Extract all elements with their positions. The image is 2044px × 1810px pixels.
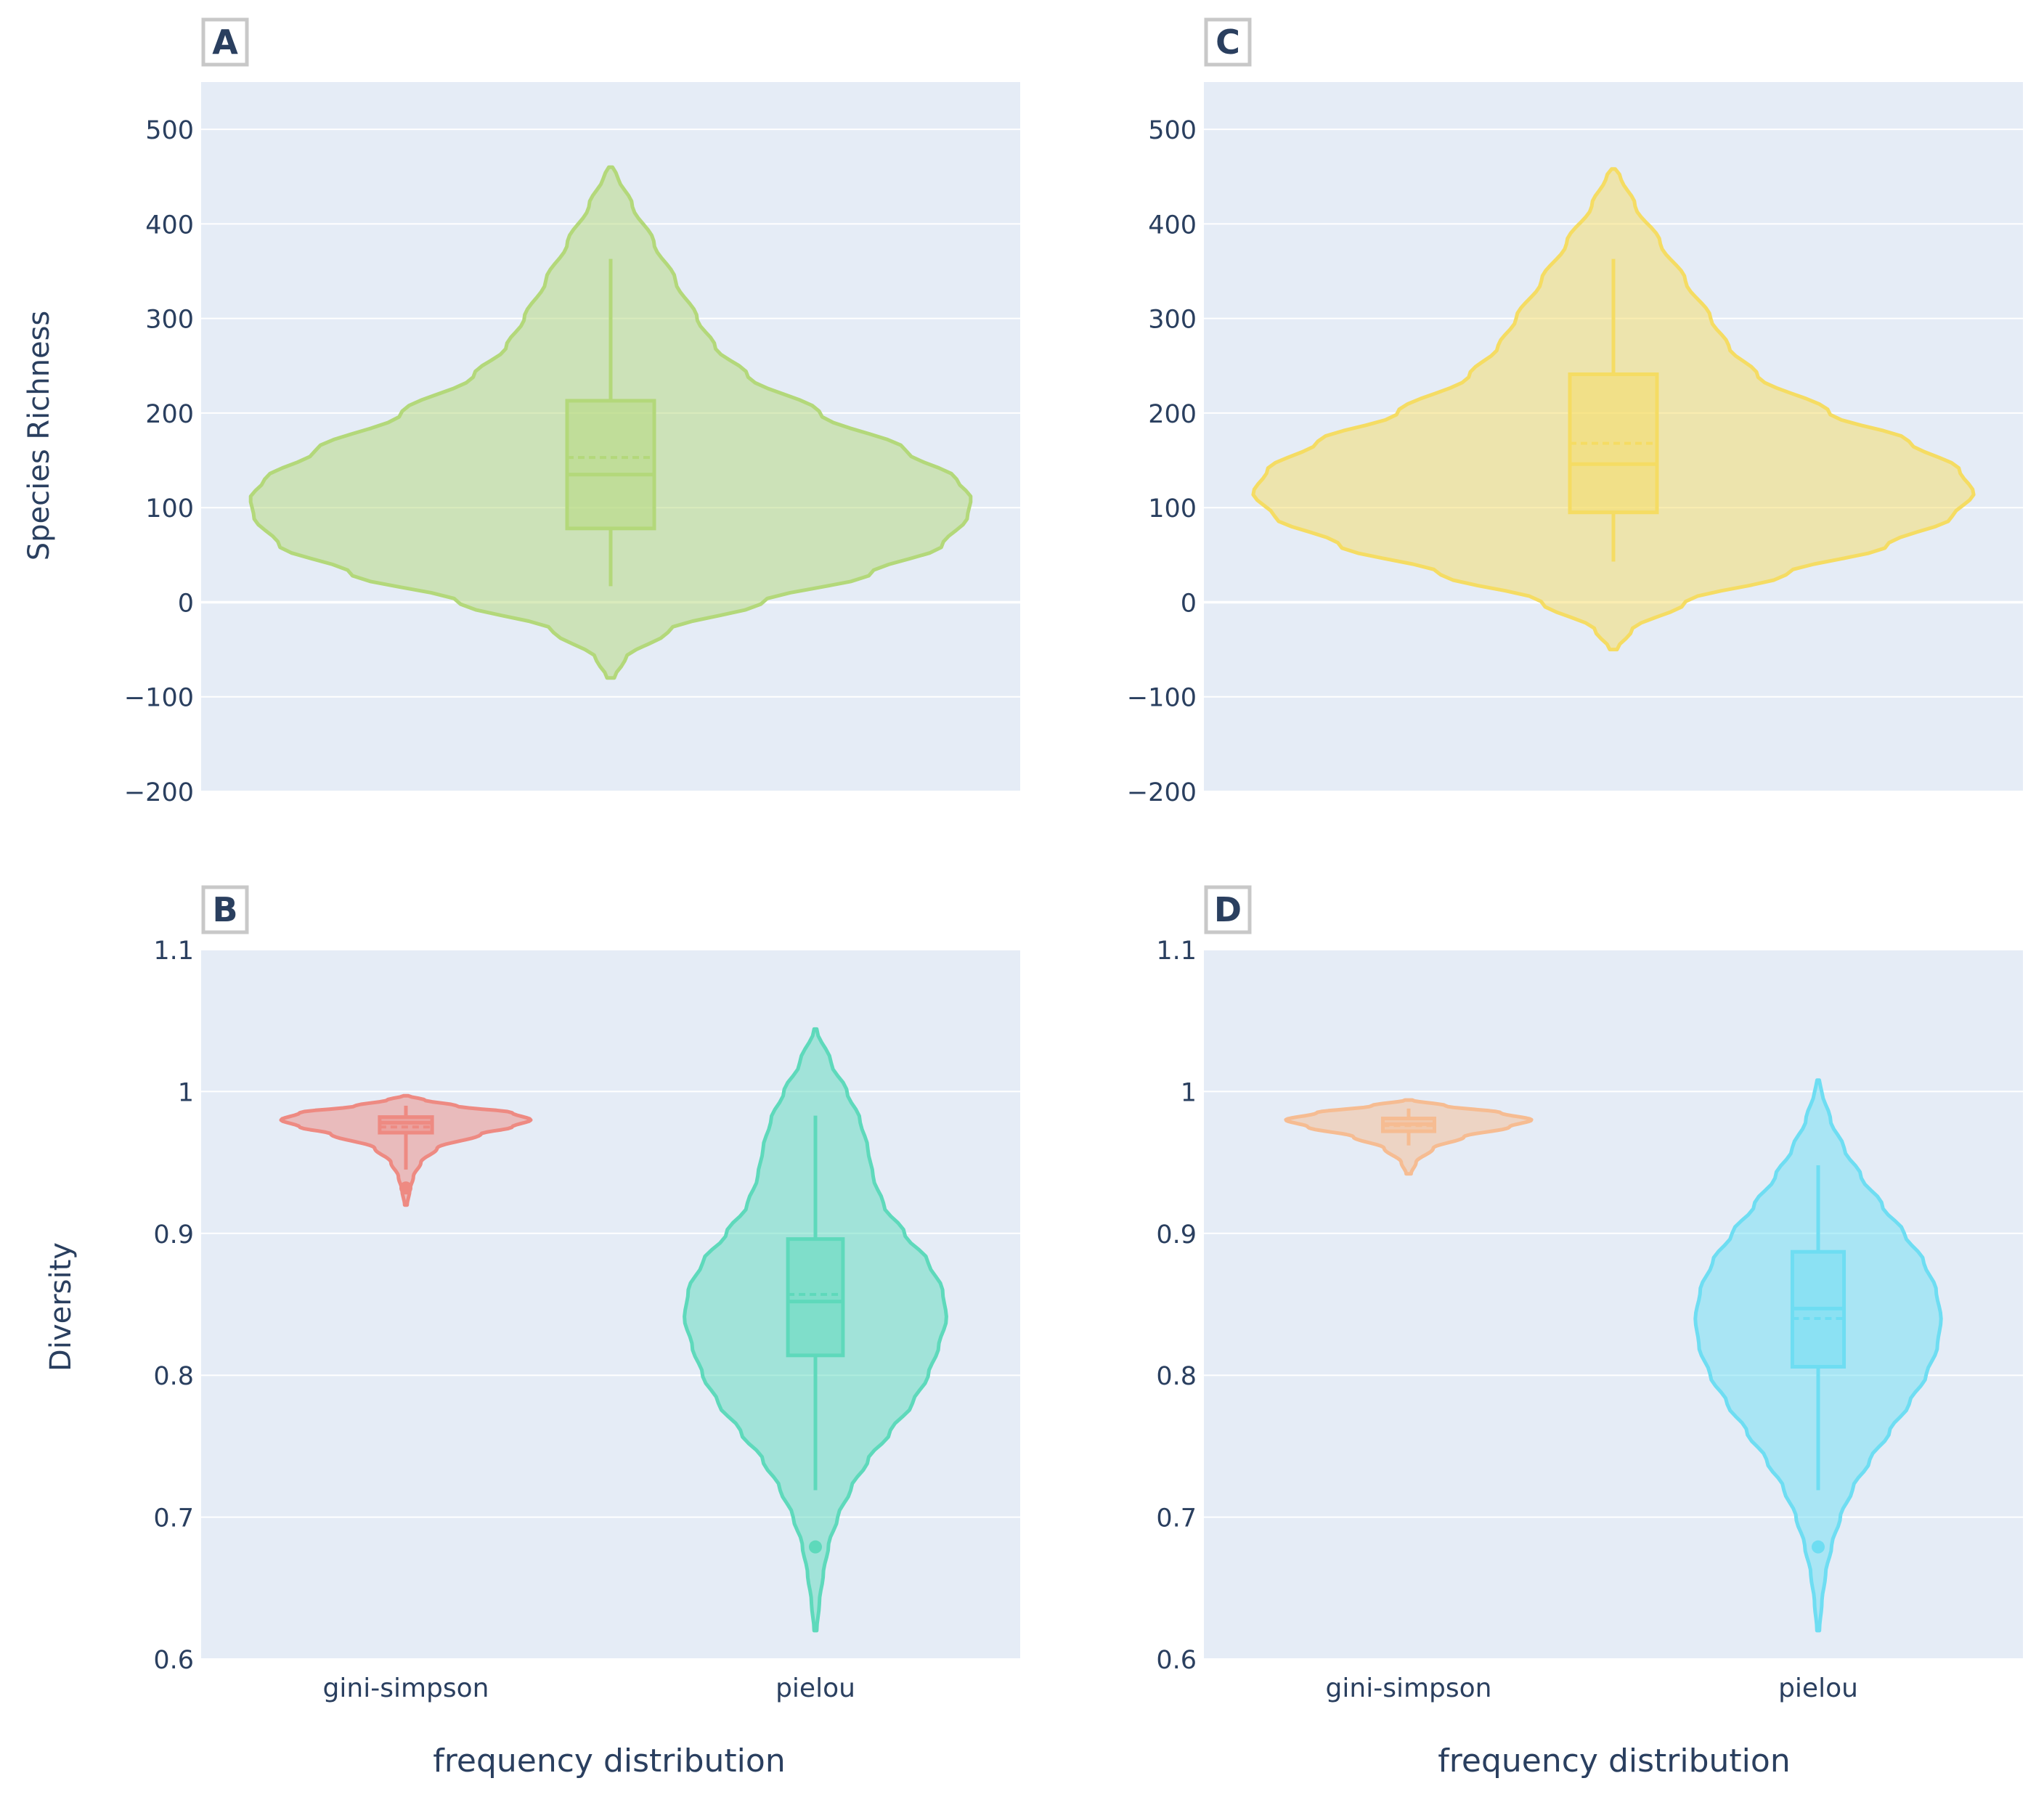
y-tick-label-D: 0.8 [1156, 1362, 1197, 1391]
y-tick-label-A: 200 [145, 400, 194, 429]
outlier-point-B-pielou [809, 1540, 822, 1554]
y-tick-label-A: 400 [145, 211, 194, 240]
y-tick-label-A: 0 [178, 589, 194, 618]
outlier-point-D-pielou [1812, 1540, 1825, 1554]
y-tick-label-C: 500 [1148, 116, 1197, 145]
y-tick-label-B: 0.9 [153, 1220, 194, 1250]
y-axis-title-diversity: Diversity [44, 1242, 78, 1371]
y-tick-label-A: −100 [124, 684, 194, 713]
panel-A: −200 −100 0 100 200 300 400 500 A [124, 17, 1020, 807]
y-tick-label-D: 0.6 [1156, 1646, 1197, 1675]
outlier-point-B-gini-simpson [399, 1181, 412, 1195]
panel-label-B: B [212, 890, 237, 929]
box-B-gini-simpson [378, 1115, 434, 1135]
y-tick-label-C: 300 [1148, 306, 1197, 335]
y-tick-label-D: 1.1 [1156, 937, 1197, 966]
y-tick-label-B: 0.6 [153, 1646, 194, 1675]
y-tick-label-B: 0.8 [153, 1362, 194, 1391]
y-tick-label-B: 1 [178, 1078, 194, 1107]
y-tick-label-D: 0.9 [1156, 1220, 1197, 1250]
panel-label-box-B [201, 885, 249, 934]
x-tick-label-pielou: pielou [1778, 1674, 1858, 1703]
panel-label-C: C [1216, 23, 1240, 62]
y-tick-label-D: 1 [1181, 1078, 1197, 1107]
panel-label-D: D [1214, 890, 1242, 929]
x-tick-label-gini-simpson: gini-simpson [323, 1674, 489, 1703]
y-tick-label-B: 1.1 [153, 937, 194, 966]
y-tick-label-C: 200 [1148, 400, 1197, 429]
panel-label-box-C [1204, 17, 1252, 67]
y-axis-title-species-richness: Species Richness [23, 311, 56, 561]
panels: −200 −100 0 100 200 300 400 500 A 0.6 0.7 0.8 0.9 1 1.… [124, 17, 2023, 1703]
panel-B: 0.6 0.7 0.8 0.9 1 1.1 gini-simpson pielou B [153, 885, 1020, 1703]
y-tick-label-A: 500 [145, 116, 194, 145]
panel-D: 0.6 0.7 0.8 0.9 1 1.1 gini-simpson pielou D [1156, 885, 2023, 1703]
box-B-pielou [786, 1237, 845, 1358]
panel-label-box-A [201, 17, 249, 67]
panel-C: −200 −100 0 100 200 300 400 500 C [1127, 17, 2023, 807]
y-tick-label-C: 0 [1181, 589, 1197, 618]
x-tick-label-gini-simpson: gini-simpson [1326, 1674, 1492, 1703]
y-tick-label-C: −100 [1127, 684, 1197, 713]
y-tick-label-C: 400 [1148, 211, 1197, 240]
y-tick-label-C: −200 [1127, 778, 1197, 807]
panel-label-A: A [212, 23, 238, 62]
x-axis-title-left: frequency distribution [433, 1742, 785, 1780]
y-tick-label-C: 100 [1148, 494, 1197, 523]
panel-label-box-D [1204, 885, 1252, 934]
y-tick-label-D: 0.7 [1156, 1504, 1197, 1533]
y-tick-label-A: 300 [145, 306, 194, 335]
x-axis-title-right: frequency distribution [1438, 1742, 1790, 1780]
x-tick-label-pielou: pielou [775, 1674, 855, 1703]
y-tick-label-A: 100 [145, 494, 194, 523]
box-A-richness [565, 399, 656, 531]
y-tick-label-A: −200 [124, 778, 194, 807]
y-tick-label-B: 0.7 [153, 1504, 194, 1533]
